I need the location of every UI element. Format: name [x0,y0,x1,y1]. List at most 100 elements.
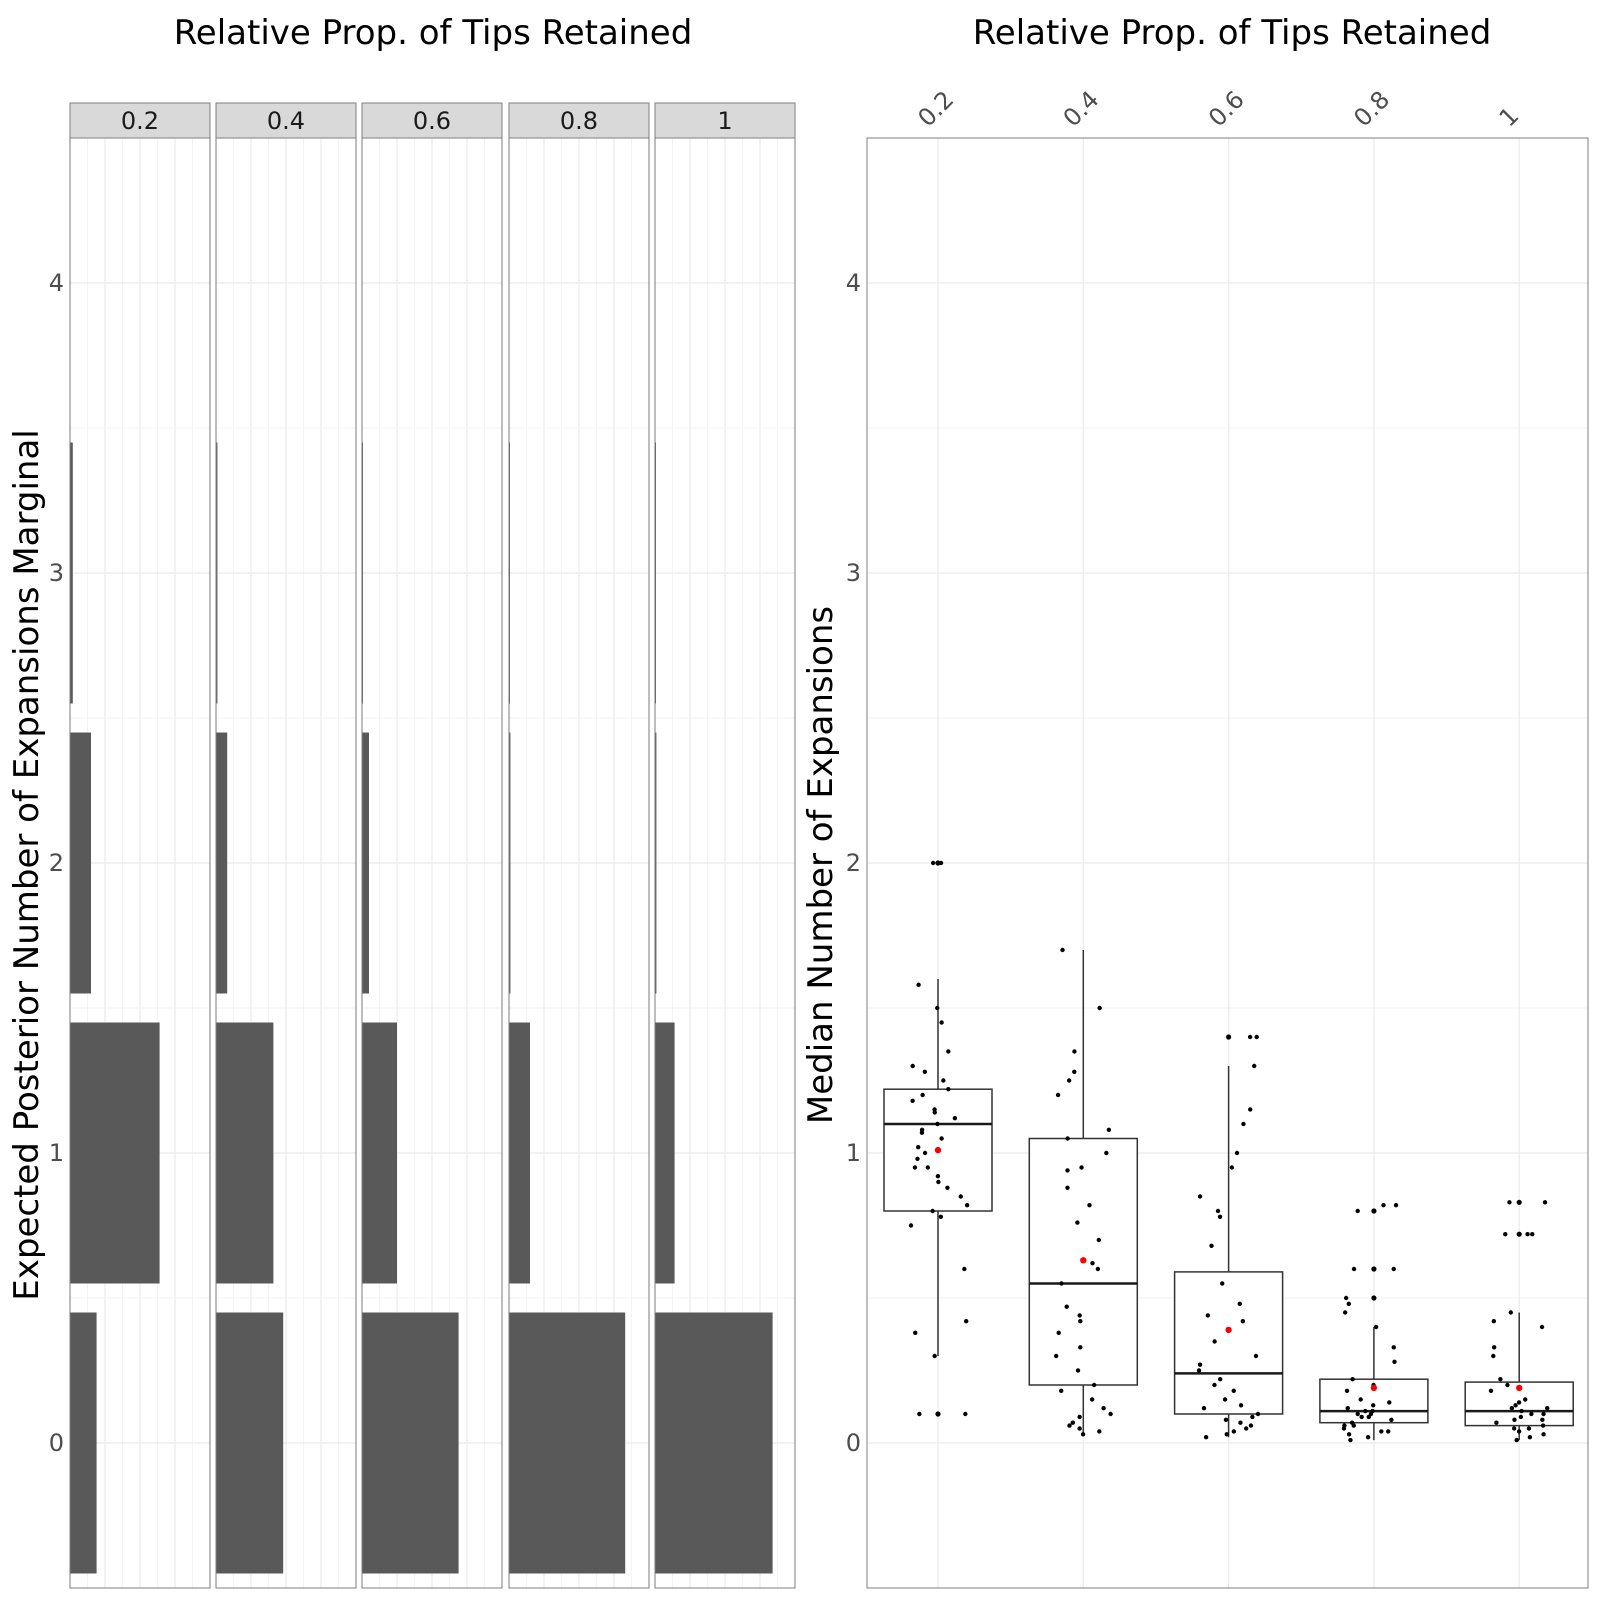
jitter-point [935,1121,940,1127]
facet-strip [654,102,796,139]
jitter-point [1212,1339,1217,1344]
jitter-point [1509,1406,1515,1411]
jitter-point [915,1156,920,1162]
facet-strip-label: 0.2 [121,107,159,135]
jitter-point [1343,1295,1349,1301]
facet-strip-label: 0.4 [267,107,305,135]
jitter-point [938,1214,944,1220]
jitter-point [1368,1411,1374,1417]
jitter-point [1494,1420,1499,1425]
bar-facet-0.4-cat-2 [216,732,228,994]
outlier-point [1516,1199,1522,1205]
jitter-point [1346,1432,1352,1437]
jitter-point [1505,1382,1510,1388]
jitter-point [963,1319,969,1324]
jitter-point [1491,1345,1497,1350]
jitter-point [939,1020,944,1025]
jitter-point [1231,1429,1237,1434]
jitter-point [1351,1266,1357,1272]
jitter-point [936,1179,941,1185]
jitter-point [1255,1411,1261,1417]
jitter-point [1217,1214,1223,1220]
jitter-point [1516,1400,1522,1405]
jitter-point [1344,1388,1350,1394]
right-x-tick-label: 0.2 [912,85,959,132]
jitter-point [1238,1420,1243,1425]
right-y-tick-label: 1 [846,1139,861,1167]
left-y-tick-label: 2 [49,849,64,877]
left-y-tick-label: 4 [49,269,64,297]
jitter-point [1342,1310,1348,1315]
left-y-tick-label: 1 [49,1139,64,1167]
jitter-point [1066,1078,1072,1083]
bar-facet-0.2-cat-2 [70,732,91,994]
jitter-point [1247,1034,1253,1040]
outlier-point [1371,1266,1377,1272]
jitter-point [1514,1437,1519,1443]
jitter-point [1387,1400,1392,1405]
jitter-point [962,1266,967,1272]
jitter-point [1541,1411,1546,1417]
jitter-point [1234,1150,1240,1156]
jitter-point [1248,1107,1253,1112]
right-y-tick-label: 3 [846,559,861,587]
jitter-point [1241,1121,1246,1127]
jitter-point [1389,1417,1394,1423]
jitter-point [1078,1319,1083,1324]
jitter-point [1056,1330,1061,1336]
jitter-point [1065,1185,1070,1191]
jitter-point [1097,1005,1102,1011]
bar-facet-0.6-cat-0 [362,1312,459,1574]
outlier-point [935,1411,941,1417]
jitter-point [1523,1397,1528,1402]
jitter-point [1545,1406,1550,1411]
right-y-tick-label: 4 [846,269,861,297]
jitter-point [1530,1232,1535,1237]
jitter-point [1355,1411,1360,1417]
jitter-point [1067,1423,1072,1428]
jitter-point [910,1098,915,1104]
jitter-point [1217,1377,1223,1382]
bar-facet-1-cat-1 [655,1022,675,1284]
jitter-point [920,1092,925,1098]
jitter-point [1370,1403,1376,1408]
jitter-point [963,1411,968,1417]
right-x-tick-label: 0.8 [1348,85,1395,132]
mean-point [934,1146,942,1154]
left-y-tick-label: 0 [49,1429,64,1457]
outlier-point [1371,1208,1377,1214]
jitter-point [1209,1243,1214,1249]
jitter-point [1231,1388,1236,1394]
right-y-tick-label: 0 [846,1429,861,1457]
jitter-point [1089,1397,1095,1402]
jitter-point [1540,1417,1545,1423]
jitter-point [1253,1353,1259,1359]
mean-point [1516,1384,1523,1392]
left-y-axis-label: Expected Posterior Number of Expansions … [7,429,47,1300]
jitter-point [1078,1345,1083,1350]
jitter-point [1059,1388,1064,1394]
facet-strip-label: 0.6 [413,107,451,135]
jitter-point [910,1063,915,1069]
jitter-point [1080,1432,1086,1437]
bar-facet-0.8-cat-1 [509,1022,530,1284]
jitter-point [1106,1127,1112,1133]
jitter-point [1491,1353,1496,1359]
jitter-point [941,1078,946,1083]
right-chart-title: Relative Prop. of Tips Retained [973,13,1492,53]
right-boxplot-panel: 0 1 2 3 4 0.2 0.4 0.6 0.8 1 [846,85,1589,1589]
jitter-point [932,1110,937,1115]
right-y-axis-label: Median Number of Expansions [801,606,841,1124]
jitter-point [1392,1359,1397,1365]
jitter-point [1070,1420,1075,1425]
jitter-point [912,1165,918,1170]
jitter-point [939,1136,944,1141]
jitter-point [1527,1435,1533,1440]
jitter-point [1077,1313,1082,1318]
jitter-point [1358,1397,1363,1402]
right-panel-border [866,137,1589,1589]
facet-panel-border [215,137,357,1589]
jitter-point [1498,1377,1503,1382]
jitter-point [1529,1411,1534,1417]
